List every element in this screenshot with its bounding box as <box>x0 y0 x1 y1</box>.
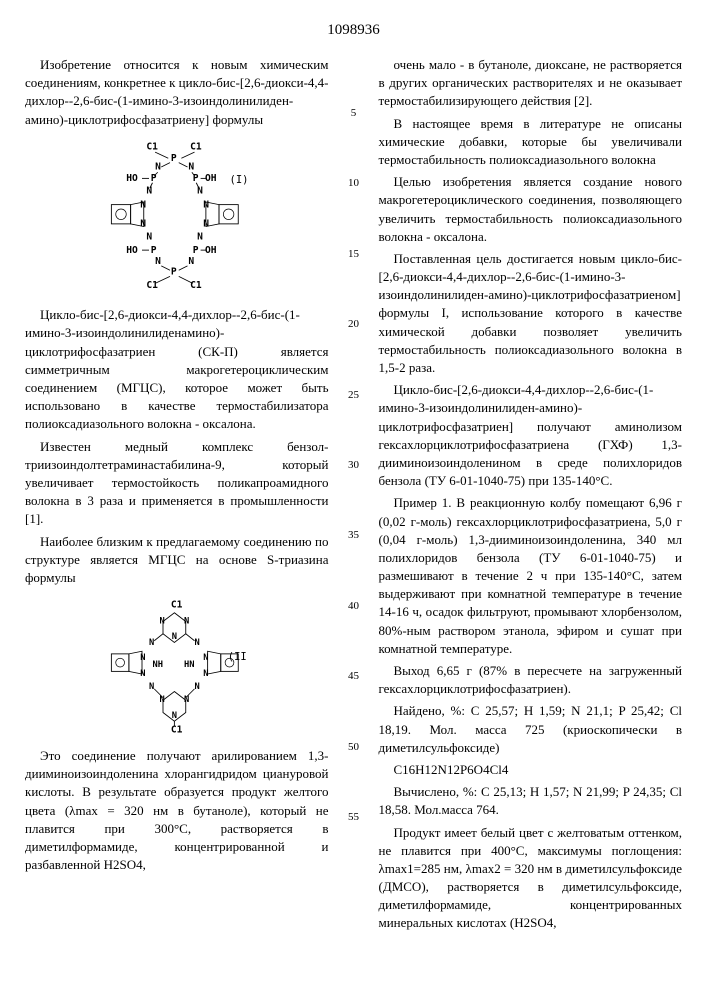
svg-text:N: N <box>203 218 209 229</box>
line-marker: 15 <box>344 247 364 262</box>
svg-text:N: N <box>146 231 152 242</box>
svg-text:HO: HO <box>126 173 138 184</box>
svg-text:C1: C1 <box>171 725 183 736</box>
svg-text:C1: C1 <box>190 280 202 291</box>
svg-text:N: N <box>194 682 199 692</box>
svg-text:C1: C1 <box>190 141 202 152</box>
svg-text:N: N <box>197 231 203 242</box>
formula-1-svg: C1 C1 P N N HO P P OH <box>107 139 247 297</box>
svg-text:N: N <box>140 199 146 210</box>
line-marker: 50 <box>344 740 364 755</box>
svg-text:N: N <box>140 653 145 663</box>
para-calculated: Вычислено, %: С 25,13; Н 1,57; N 21,99; … <box>379 783 683 819</box>
para-synthesis: Это соединение получают арилированием 1,… <box>25 747 329 874</box>
svg-text:N: N <box>188 161 194 172</box>
svg-text:P: P <box>171 266 177 277</box>
svg-text:P: P <box>151 245 157 256</box>
para-yield: Выход 6,65 г (87% в пересчете на загруже… <box>379 662 683 698</box>
svg-text:P: P <box>171 153 177 164</box>
formula-2-svg: C1 N N N N N N N NH <box>107 597 247 737</box>
svg-text:OH: OH <box>205 173 217 184</box>
para-intro: Изобретение относится к новым химическим… <box>25 56 329 129</box>
line-marker: 45 <box>344 669 364 684</box>
svg-text:N: N <box>155 161 161 172</box>
para-literature: В настоящее время в литературе не описан… <box>379 115 683 170</box>
svg-text:N: N <box>155 256 161 267</box>
para-found: Найдено, %: С 25,57; Н 1,59; N 21,1; P 2… <box>379 702 683 757</box>
svg-text:N: N <box>159 616 164 626</box>
line-marker: 35 <box>344 528 364 543</box>
left-column: Изобретение относится к новым химическим… <box>25 56 329 937</box>
svg-text:HN: HN <box>184 660 195 670</box>
formula-2-label: (II) <box>228 651 247 663</box>
line-number-column: 5 10 15 20 25 30 35 40 45 50 55 <box>344 56 364 937</box>
svg-text:N: N <box>140 218 146 229</box>
formula-1-label: (I) <box>229 174 247 186</box>
para-closest: Наиболее близким к предлагаемому соедине… <box>25 533 329 588</box>
svg-text:N: N <box>203 669 208 679</box>
line-marker: 25 <box>344 388 364 403</box>
line-marker: 40 <box>344 599 364 614</box>
svg-text:HO: HO <box>126 245 138 256</box>
svg-text:N: N <box>194 638 199 648</box>
line-marker: 5 <box>344 106 364 121</box>
para-product-props: Продукт имеет белый цвет с желтоватым от… <box>379 824 683 933</box>
para-goal-achieved: Поставленная цель достигается новым цикл… <box>379 250 683 377</box>
para-aim: Целью изобретения является создание ново… <box>379 173 683 246</box>
para-compound-desc: Цикло-бис-[2,6-диокси-4,4-дихлор--2,6-би… <box>25 306 329 433</box>
svg-text:N: N <box>140 669 145 679</box>
patent-number: 1098936 <box>25 20 682 41</box>
two-column-layout: Изобретение относится к новым химическим… <box>25 56 682 937</box>
svg-text:N: N <box>184 616 189 626</box>
line-marker: 55 <box>344 810 364 825</box>
svg-text:N: N <box>146 185 152 196</box>
svg-text:N: N <box>172 632 177 642</box>
svg-text:C1: C1 <box>171 600 183 611</box>
svg-text:N: N <box>172 711 177 721</box>
para-formula: C16H12N12P6O4Cl4 <box>379 761 683 779</box>
para-solubility: очень мало - в бутаноле, диоксане, не ра… <box>379 56 683 111</box>
chemical-structure-1: C1 C1 P N N HO P P OH <box>25 139 329 297</box>
svg-text:P: P <box>193 245 199 256</box>
svg-text:NH: NH <box>152 660 163 670</box>
svg-text:N: N <box>149 682 154 692</box>
svg-text:N: N <box>188 256 194 267</box>
svg-text:C1: C1 <box>146 280 158 291</box>
chemical-structure-2: C1 N N N N N N N NH <box>25 597 329 737</box>
svg-text:C1: C1 <box>146 141 158 152</box>
line-marker: 30 <box>344 458 364 473</box>
para-preparation: Цикло-бис-[2,6-диокси-4,4-дихлор--2,6-би… <box>379 381 683 490</box>
line-marker: 10 <box>344 176 364 191</box>
para-known-complex: Известен медный комплекс бензол-триизоин… <box>25 438 329 529</box>
line-marker: 20 <box>344 317 364 332</box>
para-example1: Пример 1. В реакционную колбу помещают 6… <box>379 494 683 658</box>
right-column: очень мало - в бутаноле, диоксане, не ра… <box>379 56 683 937</box>
svg-text:OH: OH <box>205 245 217 256</box>
svg-text:N: N <box>149 638 154 648</box>
